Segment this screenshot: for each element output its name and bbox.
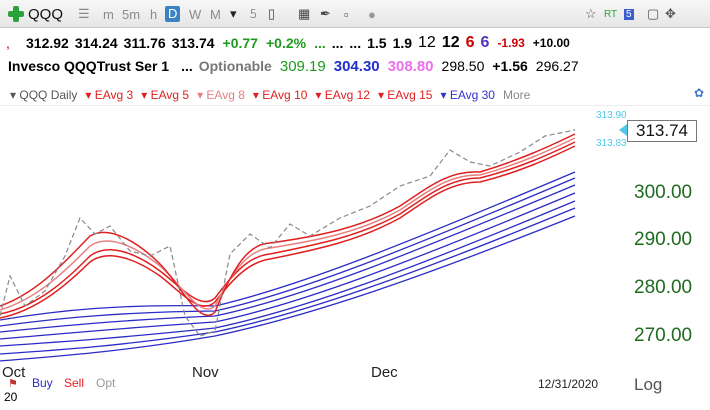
blue-ema-4 [0,192,576,340]
text-icon[interactable]: 𝟻 [249,6,258,21]
indicator-eavg-10[interactable]: ▾ EAvg 10 [252,87,308,102]
more-button[interactable]: More [502,87,531,102]
quote-value-5: 6 [465,34,475,51]
x-label-dec: Dec [371,364,398,381]
note-icon[interactable]: ▫ [344,6,349,22]
period-month[interactable]: M [210,6,221,22]
blue-ema-7 [0,171,576,321]
x-label-oct: Oct [2,364,26,381]
quote-row: , 312.92 314.24 311.76 313.74 +0.77 +0.2… [0,32,710,54]
indicator-eavg-15[interactable]: ▾ EAvg 15 [377,87,433,102]
info-price-6: 296.27 [535,58,579,74]
quote-dots-3: ... [349,35,362,51]
red-ema-2 [0,145,576,319]
flag-icon: ⚑ [8,378,18,390]
quote-high: 314.24 [74,35,118,51]
current-price-box: 313.74 [627,120,697,142]
quote-value-7: -1.93 [497,36,525,50]
security-name: Invesco QQQTrust Ser 1 [8,58,170,74]
y-tick-270: 270.00 [634,325,693,346]
indicator-eavg-30[interactable]: ▾ EAvg 30 [440,87,495,102]
info-price-4: 298.50 [441,58,485,74]
info-dots: ... [181,58,193,74]
period-week[interactable]: W [189,6,202,22]
corner-label: 20 [4,390,18,404]
quote-value-3: 12 [418,34,436,51]
info-price-5: +1.56 [492,58,528,74]
quote-low: 311.76 [123,35,166,51]
price-line [0,129,576,337]
info-price-3: 308.80 [387,57,434,75]
grid-icon[interactable]: ▦ [298,6,311,21]
info-price-1: 309.19 [279,57,326,75]
quote-open: 312.92 [26,35,69,51]
quote-value-4: 12 [441,34,460,51]
red-ema-3 [0,137,576,311]
indicator-eavg-3[interactable]: ▾ EAvg 3 [85,87,134,102]
band-low-label: 313.83 [596,138,627,149]
x-label-nov: Nov [192,364,219,381]
period-hour[interactable]: h [150,6,158,22]
blue-ema-5 [0,184,576,333]
symbol-label[interactable]: QQQ [28,5,64,23]
log-scale-toggle[interactable]: Log [634,375,663,394]
red-ema-4 [0,133,576,316]
palette-icon[interactable]: ✿ [694,86,705,100]
list-icon[interactable]: ☰ [78,6,90,21]
draw-icon[interactable]: ✒ [320,6,331,21]
indicator-bar: ▾ QQQ Daily ▾ EAvg 3 ▾ EAvg 5 ▾ EAvg 8 ▾… [0,84,710,106]
date-label: 12/31/2020 [538,377,599,391]
quote-value-1: 1.5 [367,35,387,51]
quote-marker: , [6,35,10,51]
blue-ema-3 [0,200,576,347]
period-5minute[interactable]: 5m [122,6,141,22]
band-high-label: 313.90 [596,110,627,121]
blue-ema-1 [0,215,576,362]
y-tick-280: 280.00 [634,277,693,298]
scan-badge[interactable]: 5 [624,8,634,20]
indicator-eavg-5[interactable]: ▾ EAvg 5 [141,87,190,102]
blue-ema-2 [0,207,576,355]
quote-change: +0.77 [222,35,258,51]
toolbar: QQQ ☰ m 5m h D W M ▾ 𝟻 ▯ ▦ ✒ ▫ ● ☆ RT 5 … [0,0,710,28]
period-minute[interactable]: m [103,6,114,22]
move-icon[interactable]: ✥ [665,6,676,21]
red-ema-1 [0,141,576,315]
indicator-eavg-12[interactable]: ▾ EAvg 12 [315,87,370,102]
circles-icon[interactable]: ● [368,6,376,22]
checkbox-icon[interactable]: ▢ [647,6,660,21]
quote-close: 313.74 [171,35,215,51]
opt-legend[interactable]: Opt [96,376,116,390]
info-row: Invesco QQQTrust Ser 1 ... Optionable 30… [0,55,710,77]
info-price-2: 304.30 [333,57,380,75]
quote-value-8: +10.00 [532,36,570,50]
quote-value-6: 6 [480,34,490,51]
price-chart[interactable] [0,106,620,410]
period-day[interactable]: D [165,0,181,28]
add-symbol-icon[interactable] [8,6,24,22]
chevron-down-icon[interactable]: ▾ [230,6,237,21]
rt-badge[interactable]: RT [604,8,618,20]
buy-legend[interactable]: Buy [32,376,53,390]
y-tick-300: 300.00 [634,182,693,203]
bar-chart-icon[interactable]: ▯ [268,6,276,21]
star-icon[interactable]: ☆ [585,6,597,21]
price-pointer-icon [619,124,627,136]
quote-value-2: 1.9 [392,35,413,51]
quote-dots-1: ... [314,35,326,51]
indicator-eavg-8[interactable]: ▾ EAvg 8 [197,87,245,102]
quote-dots-2: ... [331,35,344,51]
sell-legend[interactable]: Sell [64,376,85,390]
blue-ema-6 [0,177,576,327]
optionable-label: Optionable [198,58,272,74]
indicator-main[interactable]: ▾ QQQ Daily [10,87,78,102]
y-tick-290: 290.00 [634,229,693,250]
quote-change-pct: +0.2% [265,35,307,51]
